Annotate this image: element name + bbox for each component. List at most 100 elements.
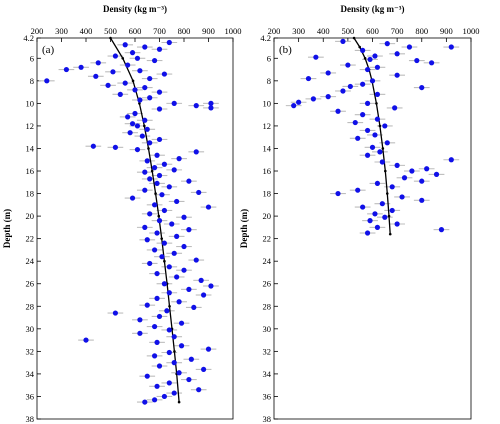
y-tick-label: 18 bbox=[26, 189, 35, 199]
y-tick-label: 14 bbox=[263, 143, 272, 153]
fit-line-marker bbox=[177, 400, 181, 404]
data-point bbox=[364, 100, 371, 106]
data-point bbox=[152, 202, 158, 208]
fit-line-marker bbox=[160, 237, 164, 240]
data-point bbox=[152, 323, 158, 330]
data-point bbox=[186, 376, 192, 383]
data-point bbox=[399, 194, 405, 200]
data-point bbox=[335, 190, 341, 197]
y-tick-label: 22 bbox=[263, 234, 272, 244]
fit-line-marker bbox=[150, 169, 154, 173]
x-tick-label: 1000 bbox=[463, 26, 480, 36]
plot-frame bbox=[36, 37, 234, 420]
panel-a: 200 300 400 500 600 700 800 900 1000 4.2 6 8 10 12 14 1… bbox=[2, 4, 242, 424]
panel-label: (b) bbox=[279, 44, 292, 56]
data-point bbox=[161, 281, 167, 287]
data-point bbox=[63, 66, 69, 73]
data-point bbox=[129, 121, 136, 127]
data-point bbox=[372, 53, 378, 59]
data-point bbox=[176, 156, 182, 162]
data-point bbox=[147, 140, 153, 146]
data-point bbox=[171, 167, 177, 173]
data-point bbox=[367, 56, 373, 63]
data-point bbox=[142, 187, 148, 193]
data-point bbox=[208, 100, 214, 106]
y-tick-label: 32 bbox=[26, 346, 35, 356]
data-point bbox=[110, 69, 116, 75]
data-point bbox=[166, 349, 172, 356]
x-tick-label: 400 bbox=[80, 26, 93, 36]
fit-line-marker bbox=[387, 214, 391, 218]
data-point bbox=[112, 310, 118, 316]
data-point bbox=[347, 83, 353, 90]
data-point bbox=[193, 257, 199, 263]
y-tick-label: 22 bbox=[26, 234, 35, 244]
y-tick-label: 12 bbox=[26, 121, 35, 131]
data-point bbox=[335, 108, 341, 114]
data-point bbox=[156, 46, 163, 52]
data-point bbox=[152, 397, 158, 403]
data-point bbox=[154, 295, 160, 301]
data-point bbox=[156, 313, 163, 320]
data-point bbox=[83, 337, 89, 343]
data-point bbox=[134, 123, 141, 129]
data-point bbox=[374, 180, 381, 187]
y-tick-label: 26 bbox=[263, 279, 272, 289]
data-point bbox=[174, 198, 180, 205]
y-tick-label: 24 bbox=[26, 256, 35, 266]
data-point bbox=[147, 176, 153, 182]
data-point bbox=[186, 227, 192, 233]
data-point bbox=[137, 330, 143, 336]
data-point bbox=[78, 64, 84, 70]
x-tick-label: 1000 bbox=[225, 26, 242, 36]
data-point bbox=[448, 157, 454, 163]
y-tick-label: 10 bbox=[26, 98, 35, 108]
data-point bbox=[147, 260, 153, 267]
data-point bbox=[193, 103, 199, 109]
data-point bbox=[374, 91, 381, 97]
data-point bbox=[208, 283, 214, 289]
x-tick-label: 300 bbox=[55, 26, 68, 36]
data-point bbox=[438, 227, 445, 233]
data-point bbox=[389, 207, 395, 214]
data-point bbox=[166, 290, 172, 296]
data-point bbox=[166, 327, 172, 333]
data-point bbox=[44, 78, 50, 84]
y-tick-label: 20 bbox=[26, 211, 35, 221]
y-tick-label: 6 bbox=[30, 53, 34, 63]
data-point bbox=[392, 105, 398, 111]
data-point bbox=[161, 161, 167, 167]
data-point bbox=[384, 140, 390, 146]
data-point bbox=[372, 132, 378, 138]
data-point bbox=[142, 84, 148, 91]
data-point bbox=[201, 292, 207, 298]
fit-line-marker bbox=[378, 124, 382, 128]
data-point bbox=[340, 88, 346, 94]
data-point bbox=[112, 53, 118, 59]
data-point bbox=[340, 38, 346, 44]
data-point bbox=[181, 267, 187, 273]
y-tick-label: 16 bbox=[26, 166, 35, 176]
fit-line bbox=[353, 37, 391, 235]
data-point bbox=[377, 149, 383, 155]
data-point bbox=[384, 41, 390, 47]
y-tick-label: 24 bbox=[263, 256, 272, 266]
data-point bbox=[369, 78, 376, 84]
data-point bbox=[164, 308, 170, 314]
data-point bbox=[176, 370, 182, 376]
data-point bbox=[161, 393, 167, 400]
data-point bbox=[152, 165, 158, 171]
data-point bbox=[169, 221, 175, 227]
data-point bbox=[125, 62, 131, 68]
data-point bbox=[132, 87, 138, 93]
fit-line-marker bbox=[154, 192, 157, 195]
fit-line-marker bbox=[109, 36, 112, 40]
data-point bbox=[156, 89, 163, 95]
y-tick-label: 10 bbox=[263, 98, 272, 108]
x-tick-label: 200 bbox=[31, 26, 44, 36]
data-point bbox=[144, 302, 150, 308]
fit-line-marker bbox=[363, 56, 367, 60]
data-point bbox=[208, 105, 214, 111]
y-axis-title: Depth (m) bbox=[2, 209, 12, 248]
